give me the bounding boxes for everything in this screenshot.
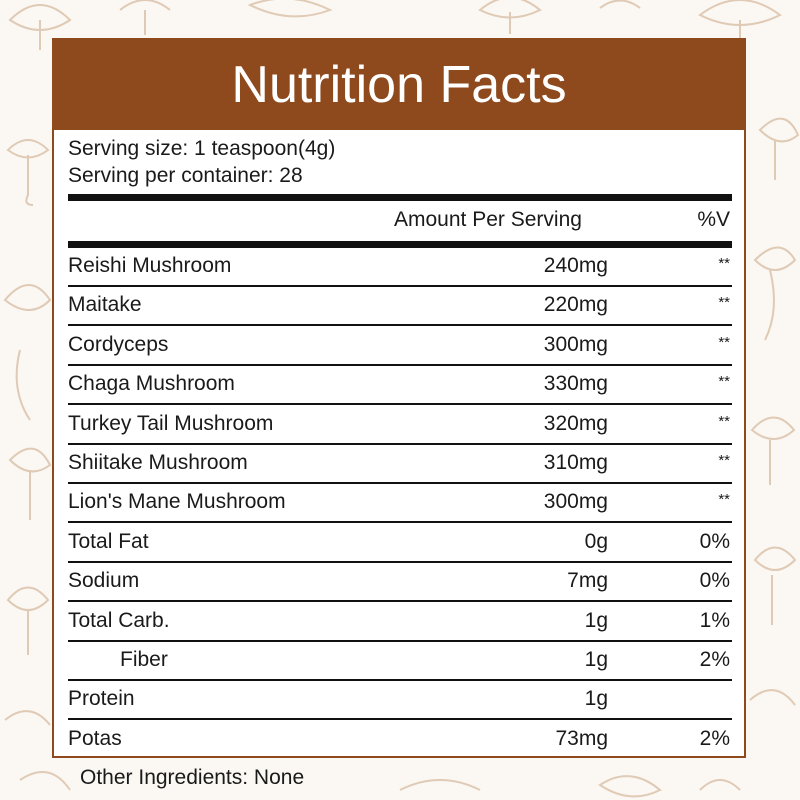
nutrient-row: Protein 1g [68, 681, 732, 721]
nutrient-row: Total Carb. 1g 1% [68, 603, 732, 642]
nutrient-amount: 320mg [543, 411, 608, 435]
nutrient-amount: 310mg [543, 451, 608, 474]
column-header-dv: %V [697, 208, 730, 231]
nutrient-daily-value: ** [718, 491, 730, 509]
nutrient-amount: 1g [584, 608, 608, 632]
nutrition-facts-title: Nutrition Facts [54, 40, 744, 130]
nutrient-daily-value: 2% [699, 648, 730, 671]
column-header-amount: Amount Per Serving [394, 208, 582, 231]
nutrient-daily-value: 2% [699, 726, 730, 750]
nutrient-name: Cordyceps [68, 332, 169, 356]
nutrient-name: Maitake [68, 293, 142, 317]
nutrient-row: Potas 73mg 2% [68, 721, 732, 760]
nutrient-row: Fiber 1g 2% [68, 642, 732, 681]
nutrient-name: Reishi Mushroom [68, 254, 232, 277]
nutrient-name: Shiitake Mushroom [68, 451, 248, 474]
nutrient-daily-value: ** [718, 333, 730, 351]
nutrient-daily-value: ** [718, 452, 730, 469]
nutrient-amount: 300mg [543, 332, 608, 356]
nutrient-row: Shiitake Mushroom 310mg ** [68, 445, 732, 484]
nutrient-name: Lion's Mane Mushroom [68, 490, 286, 514]
servings-per-container: Serving per container: 28 [68, 164, 303, 187]
nutrient-name: Total Carb. [68, 608, 170, 632]
nutrient-row: Total Fat 0g 0% [68, 524, 732, 563]
nutrient-amount: 330mg [543, 372, 608, 396]
nutrient-row: Lion's Mane Mushroom 300mg ** [68, 484, 732, 524]
nutrient-row: Sodium 7mg 0% [68, 563, 732, 603]
nutrient-amount: 0g [584, 529, 608, 553]
nutrient-row: Cordyceps 300mg ** [68, 327, 732, 366]
nutrient-amount: 240mg [543, 254, 608, 277]
nutrient-name: Sodium [68, 569, 140, 593]
nutrient-row: Reishi Mushroom 240mg ** [68, 248, 732, 287]
other-ingredients: Other Ingredients: None [80, 766, 305, 789]
nutrient-amount: 1g [584, 687, 608, 711]
nutrient-daily-value: 0% [699, 569, 730, 593]
thick-divider-top [68, 194, 732, 201]
nutrient-daily-value: ** [718, 373, 730, 391]
nutrient-row: Maitake 220mg ** [68, 287, 732, 327]
nutrient-amount: 220mg [543, 293, 608, 317]
nutrient-row: Turkey Tail Mushroom 320mg ** [68, 406, 732, 445]
nutrient-daily-value: ** [718, 412, 730, 430]
nutrient-name: Total Fat [68, 529, 149, 553]
nutrient-daily-value: 1% [699, 608, 730, 632]
nutrition-facts-panel: Nutrition Facts Serving size: 1 teaspoon… [52, 38, 746, 758]
nutrient-daily-value: 0% [699, 529, 730, 553]
nutrient-name: Fiber [120, 648, 168, 671]
nutrient-row: Chaga Mushroom 330mg ** [68, 366, 732, 406]
nutrient-name: Turkey Tail Mushroom [68, 411, 274, 435]
nutrient-name: Potas [68, 726, 122, 750]
nutrient-name: Protein [68, 687, 135, 711]
nutrient-amount: 300mg [543, 490, 608, 514]
nutrient-daily-value: ** [718, 294, 730, 312]
serving-size: Serving size: 1 teaspoon(4g) [68, 137, 336, 160]
nutrient-name: Chaga Mushroom [68, 372, 235, 396]
nutrient-daily-value: ** [718, 255, 730, 272]
thick-divider-header [68, 241, 732, 248]
nutrient-amount: 73mg [555, 726, 608, 750]
nutrient-amount: 1g [584, 648, 608, 671]
nutrient-amount: 7mg [567, 569, 608, 593]
